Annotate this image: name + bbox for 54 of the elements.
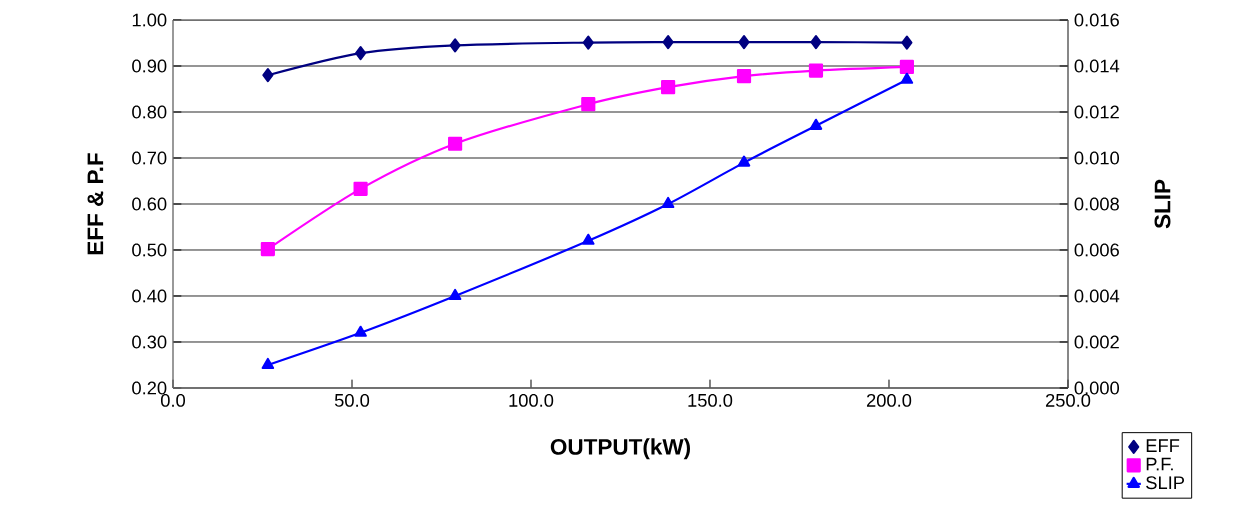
y2-tick-label: 0.008 xyxy=(1074,197,1119,211)
point xyxy=(581,97,596,112)
point xyxy=(899,59,914,75)
point xyxy=(582,35,594,50)
point xyxy=(260,241,275,257)
y-tick-label: 1.00 xyxy=(132,13,167,27)
point xyxy=(661,80,676,95)
point xyxy=(353,181,368,196)
legend-label: EFF xyxy=(1146,439,1180,452)
y-tick-label: 0.40 xyxy=(132,289,167,303)
point xyxy=(355,46,367,61)
point xyxy=(582,233,595,245)
point xyxy=(736,69,752,84)
point xyxy=(809,118,823,130)
point xyxy=(449,38,461,53)
point xyxy=(448,136,463,151)
y2-tick-label: 0.010 xyxy=(1074,151,1120,165)
x-axis-title: OUTPUT(kW) xyxy=(550,438,690,460)
y-tick-label: 0.60 xyxy=(132,197,167,211)
y2-tick-label: 0.014 xyxy=(1074,59,1120,73)
legend-label: SLIP xyxy=(1146,476,1185,490)
x-tick-label: 100.0 xyxy=(509,393,554,407)
point xyxy=(662,34,674,50)
y-tick-label: 0.30 xyxy=(132,335,167,349)
point xyxy=(900,72,914,84)
y-tick-label: 0.20 xyxy=(132,381,167,395)
point xyxy=(810,34,822,50)
y-tick-label: 0.50 xyxy=(132,243,167,257)
y-tick-label: 0.80 xyxy=(132,105,167,119)
y2-tick-label: 0.006 xyxy=(1074,243,1119,257)
point xyxy=(354,325,367,337)
x-tick-label: 0.0 xyxy=(160,393,186,407)
point xyxy=(737,155,751,167)
y2-tick-label: 0.012 xyxy=(1074,105,1119,119)
point xyxy=(261,357,275,370)
x-tick-label: 200.0 xyxy=(866,393,912,407)
legend-label: P.F. xyxy=(1146,457,1173,471)
point xyxy=(262,68,274,83)
y-tick-label: 0.70 xyxy=(132,151,167,165)
x-tick-label: 150.0 xyxy=(688,393,733,407)
y-tick-label: 0.90 xyxy=(132,59,167,73)
x-tick-label: 50.0 xyxy=(334,393,370,407)
y2-tick-label: 0.004 xyxy=(1074,289,1120,303)
y2-tick-label: 0.000 xyxy=(1074,381,1120,395)
y2-tick-label: 0.016 xyxy=(1074,13,1119,27)
point xyxy=(808,63,824,78)
point xyxy=(738,34,750,50)
y-axis-title: EFF & P.F xyxy=(87,153,104,255)
y2-axis-title: SLIP xyxy=(1154,179,1171,229)
point xyxy=(901,35,913,50)
x-tick-label: 250.0 xyxy=(1045,393,1091,407)
point xyxy=(448,288,462,301)
point xyxy=(661,196,675,209)
y2-tick-label: 0.002 xyxy=(1074,335,1119,349)
